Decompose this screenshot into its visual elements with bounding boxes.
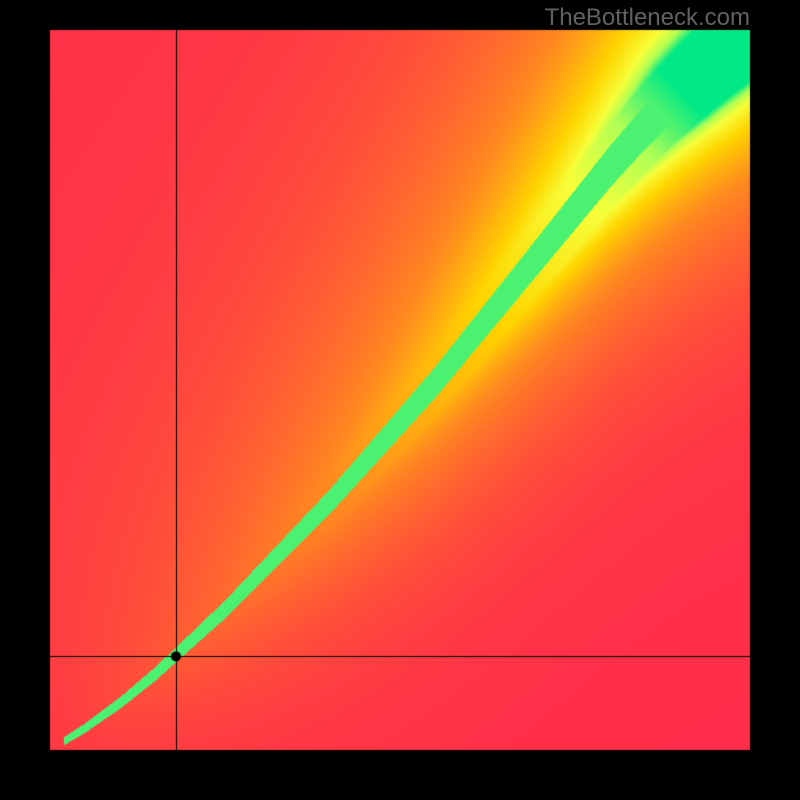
chart-container: TheBottleneck.com [0, 0, 800, 800]
bottleneck-heatmap [0, 0, 800, 800]
watermark-text: TheBottleneck.com [545, 4, 750, 32]
